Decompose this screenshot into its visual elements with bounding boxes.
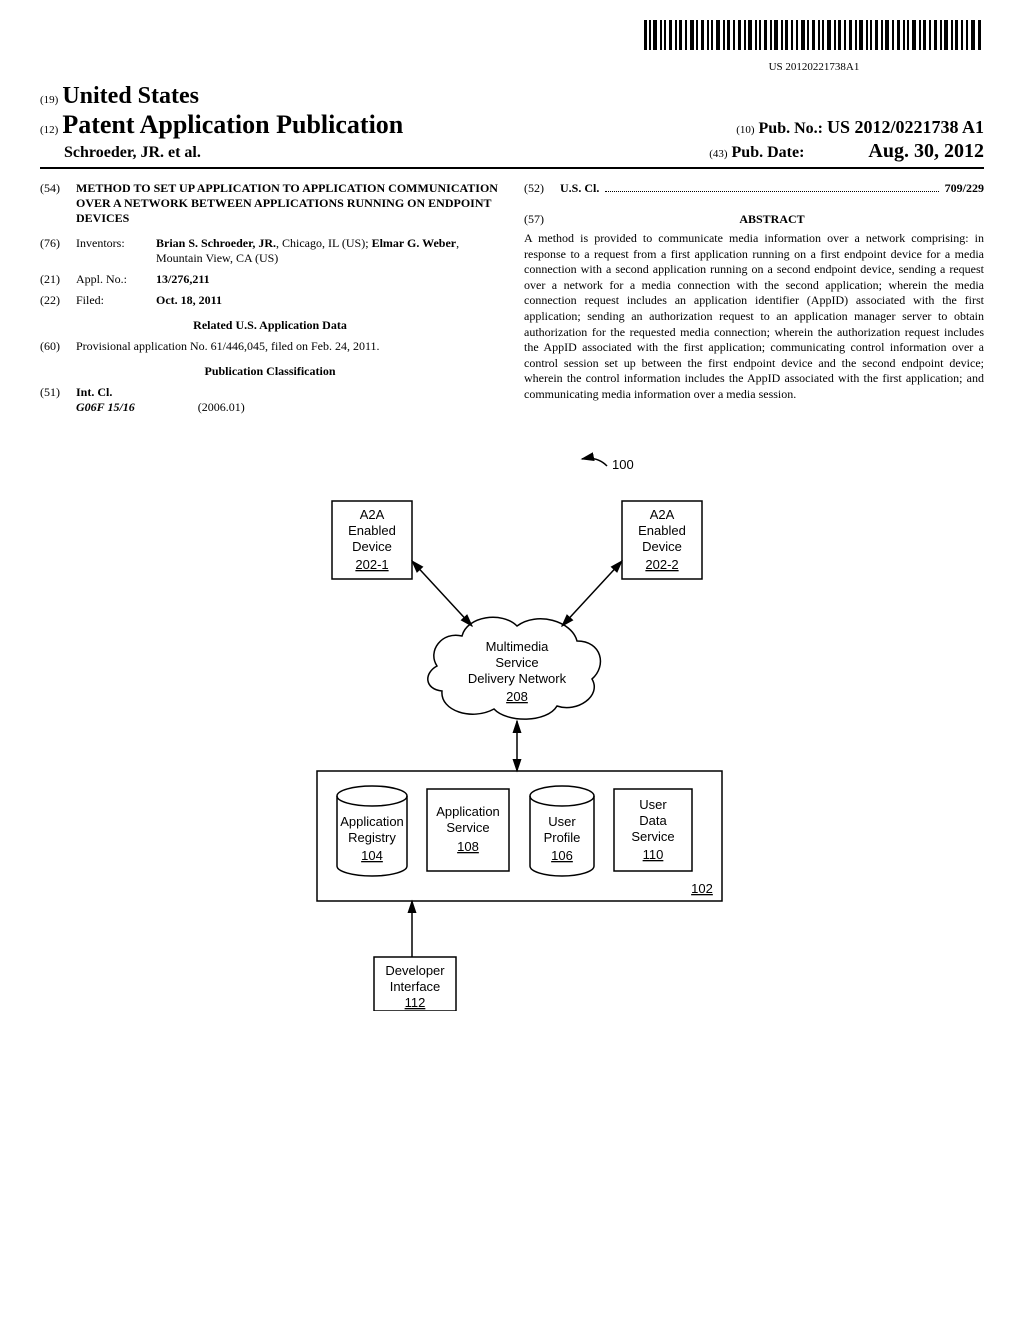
svg-text:Application: Application xyxy=(340,814,404,829)
appl-label: Appl. No.: xyxy=(76,272,156,287)
svg-text:106: 106 xyxy=(551,848,573,863)
fig-cloud-l1: Multimedia xyxy=(486,639,550,654)
abstract-heading: ABSTRACT xyxy=(560,212,984,227)
appl-code: (21) xyxy=(40,272,76,287)
fig-devint-ref: 112 xyxy=(405,995,426,1010)
barcode-block: US 20120221738A1 xyxy=(40,20,984,75)
pub-date-value: Aug. 30, 2012 xyxy=(868,140,984,162)
figure-diagram: 100 A2A Enabled Device 202-1 A2A Enabled… xyxy=(262,451,762,1011)
content-columns: (54) METHOD TO SET UP APPLICATION TO APP… xyxy=(40,181,984,421)
fig-userdata-l1: User xyxy=(639,797,667,812)
pub-date-label: Pub. Date: xyxy=(732,144,805,161)
pub-no-value: US 2012/0221738 A1 xyxy=(827,117,984,137)
provisional-text: Provisional application No. 61/446,045, … xyxy=(76,339,500,354)
intcl-year: (2006.01) xyxy=(198,400,245,414)
right-column: (52) U.S. Cl. 709/229 (57) ABSTRACT A me… xyxy=(524,181,984,421)
fig-app-registry: Application Registry 104 xyxy=(337,786,407,876)
fig-devint-l1: Developer xyxy=(385,963,445,978)
svg-text:User: User xyxy=(548,814,576,829)
provisional-code: (60) xyxy=(40,339,76,354)
svg-text:Registry: Registry xyxy=(348,830,396,845)
intcl-label: Int. Cl. xyxy=(76,385,500,400)
fig-userdata-ref: 110 xyxy=(643,847,664,862)
fig-userdata-l3: Service xyxy=(631,829,674,844)
pub-no-code: (10) xyxy=(736,124,754,136)
svg-text:104: 104 xyxy=(361,848,383,863)
uscls-code: (52) xyxy=(524,181,560,196)
inventors-label: Inventors: xyxy=(76,236,156,266)
author-name: Schroeder, JR. et al. xyxy=(64,144,201,162)
fig-user-profile: User Profile 106 xyxy=(530,786,594,876)
inventors-code: (76) xyxy=(40,236,76,266)
appl-value: 13/276,211 xyxy=(156,272,500,287)
fig-appservice-l1: Application xyxy=(436,804,500,819)
pub-type-code: (12) xyxy=(40,124,58,136)
pub-no-label: Pub. No.: xyxy=(759,120,823,137)
svg-text:Profile: Profile xyxy=(544,830,581,845)
dotted-leader xyxy=(605,191,938,192)
barcode-number: US 20120221738A1 xyxy=(644,61,984,73)
fig-ref-100: 100 xyxy=(612,457,634,472)
inventors-value: Brian S. Schroeder, JR., Chicago, IL (US… xyxy=(156,236,500,266)
title-code: (54) xyxy=(40,181,76,226)
fig-cloud-l2: Service xyxy=(495,655,538,670)
country-code: (19) xyxy=(40,94,58,106)
fig-userdata-l2: Data xyxy=(639,813,667,828)
fig-appservice-ref: 108 xyxy=(457,839,479,854)
filed-code: (22) xyxy=(40,293,76,308)
left-column: (54) METHOD TO SET UP APPLICATION TO APP… xyxy=(40,181,500,421)
fig-device2-l2: Enabled xyxy=(638,523,686,538)
filed-label: Filed: xyxy=(76,293,156,308)
document-header: (19) United States (12) Patent Applicati… xyxy=(40,83,984,169)
figure-area: 100 A2A Enabled Device 202-1 A2A Enabled… xyxy=(40,451,984,1011)
fig-device1-ref: 202-1 xyxy=(355,557,388,572)
intcl-value: G06F 15/16 xyxy=(76,400,135,414)
publication-type: Patent Application Publication xyxy=(62,110,403,139)
fig-device2-l1: A2A xyxy=(650,507,675,522)
country-name: United States xyxy=(62,83,199,110)
intcl-code: (51) xyxy=(40,385,76,415)
fig-devint-l2: Interface xyxy=(390,979,441,994)
abstract-code: (57) xyxy=(524,212,560,231)
fig-container-ref: 102 xyxy=(691,881,713,896)
fig-device1-l1: A2A xyxy=(360,507,385,522)
related-data-header: Related U.S. Application Data xyxy=(40,318,500,333)
fig-device1-l3: Device xyxy=(352,539,392,554)
pub-date-code: (43) xyxy=(709,148,727,160)
fig-appservice-l2: Service xyxy=(446,820,489,835)
barcode: US 20120221738A1 xyxy=(644,20,984,73)
abstract-text: A method is provided to communicate medi… xyxy=(524,231,984,403)
fig-cloud-ref: 208 xyxy=(506,689,528,704)
classification-header: Publication Classification xyxy=(40,364,500,379)
uscls-value: 709/229 xyxy=(945,181,984,196)
fig-cloud-l3: Delivery Network xyxy=(468,671,567,686)
fig-device2-l3: Device xyxy=(642,539,682,554)
uscls-label: U.S. Cl. xyxy=(560,181,599,196)
fig-device1-l2: Enabled xyxy=(348,523,396,538)
fig-device2-ref: 202-2 xyxy=(645,557,678,572)
invention-title: METHOD TO SET UP APPLICATION TO APPLICAT… xyxy=(76,181,500,226)
filed-value: Oct. 18, 2011 xyxy=(156,293,500,308)
